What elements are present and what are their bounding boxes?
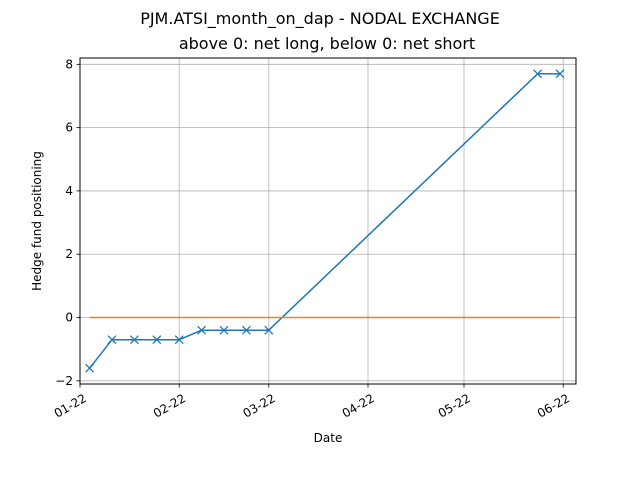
y-tick-label: 8 — [65, 57, 73, 71]
series-0-point — [107, 335, 117, 345]
plot-frame — [79, 57, 577, 385]
series-0-point — [85, 363, 95, 373]
series-0-point — [533, 69, 543, 79]
plot-series — [85, 69, 565, 373]
series-0-point — [219, 325, 229, 335]
y-tick-label: −2 — [55, 374, 73, 388]
series-0-point — [241, 325, 251, 335]
chart-title: PJM.ATSI_month_on_dap - NODAL EXCHANGE — [140, 9, 500, 29]
y-tick-label: 6 — [65, 121, 73, 135]
x-axis-label: Date — [314, 431, 343, 445]
series-0-point — [197, 325, 207, 335]
y-tick-label: 4 — [65, 184, 73, 198]
chart-subtitle: above 0: net long, below 0: net short — [179, 34, 475, 53]
series-0-point — [174, 335, 184, 345]
series-0-point — [264, 325, 274, 335]
series-0-point — [152, 335, 162, 345]
y-tick-label: 0 — [65, 311, 73, 325]
series-0-point — [129, 335, 139, 345]
y-axis-label: Hedge fund positioning — [30, 151, 44, 291]
series-0-point — [555, 69, 565, 79]
y-tick-label: 2 — [65, 247, 73, 261]
